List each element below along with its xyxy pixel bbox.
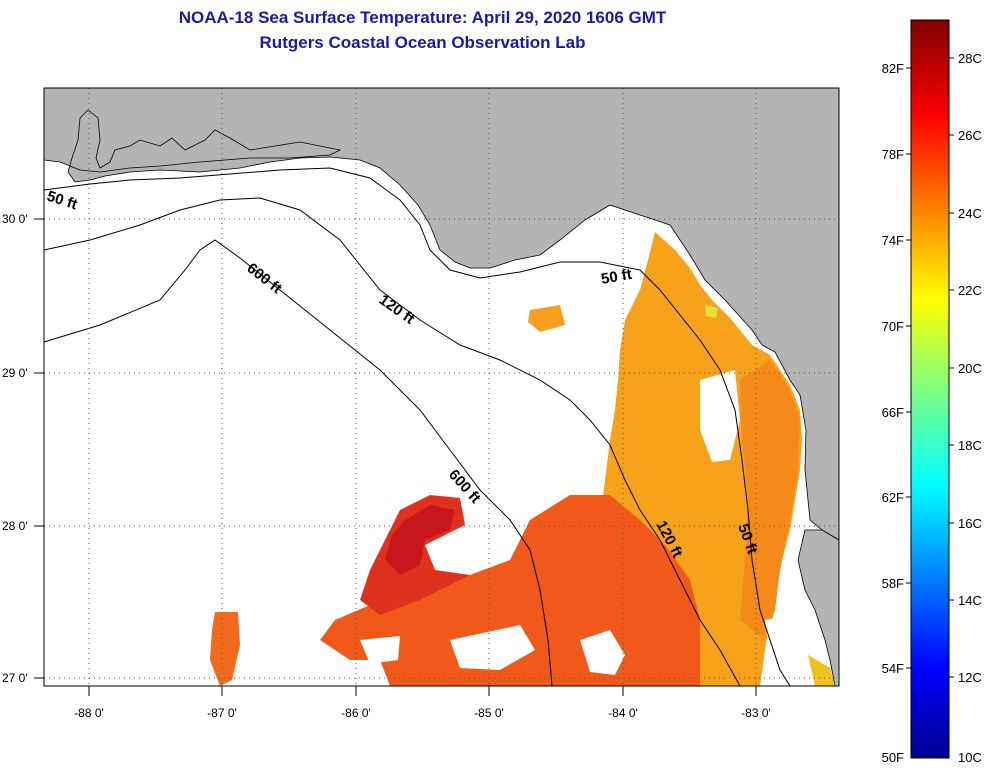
colorbar-label-f: 74F [882, 233, 904, 248]
cloud-gap-4 [360, 636, 400, 664]
isobath-lines [44, 167, 791, 686]
colorbar-label-f: 66F [882, 405, 904, 420]
colorbar-label-f: 58F [882, 576, 904, 591]
y-tick-label: 28 0' [2, 519, 28, 533]
axis-ticks [34, 218, 757, 696]
colorbar-label-f: 62F [882, 490, 904, 505]
isobath-600ft [44, 239, 553, 686]
colorbar [910, 19, 950, 759]
sst-patch-small-orange [528, 305, 565, 332]
colorbar-ticks [906, 57, 954, 678]
colorbar-label-c: 14C [958, 593, 982, 608]
land-mass [44, 88, 839, 541]
x-tick-label: -83 0' [741, 706, 771, 720]
sst-patch-yellow [705, 305, 718, 318]
cloud-gap-1 [700, 370, 740, 462]
colorbar-label-f: 50F [882, 750, 904, 765]
y-tick-label: 27 0' [2, 671, 28, 685]
cloud-gap-2 [580, 630, 625, 675]
colorbar-label-c: 22C [958, 283, 982, 298]
map-area: 50 ft 600 ft 120 ft 50 ft 600 ft 120 ft … [44, 88, 839, 686]
x-tick-label: -85 0' [474, 706, 504, 720]
colorbar-label-f: 78F [882, 147, 904, 162]
sst-patch-coastal-warm [740, 360, 800, 640]
colorbar-label-c: 20C [958, 361, 982, 376]
colorbar-label-c: 26C [958, 128, 982, 143]
colorbar-label-c: 18C [958, 438, 982, 453]
x-tick-label: -86 0' [341, 706, 371, 720]
florida-keys-land [797, 529, 839, 686]
cloud-gap-3 [450, 625, 535, 670]
colorbar-label-c: 28C [958, 51, 982, 66]
colorbar-label-c: 10C [958, 750, 982, 765]
sst-patch-southwest [210, 612, 240, 686]
x-tick-label: -87 0' [207, 706, 237, 720]
isobath-50ft-north [44, 167, 791, 686]
sst-data-layer [210, 232, 835, 686]
colorbar-label-c: 12C [958, 670, 982, 685]
isobath-120ft [44, 197, 741, 686]
map-frame [43, 87, 840, 687]
y-tick-label: 30 0' [2, 212, 28, 226]
x-tick-label: -88 0' [74, 706, 104, 720]
map-subtitle: Rutgers Coastal Ocean Observation Lab [259, 33, 586, 52]
colorbar-label-f: 54F [882, 661, 904, 676]
map-title: NOAA-18 Sea Surface Temperature: April 2… [178, 8, 667, 27]
isobath-label: 50 ft [600, 266, 633, 288]
x-tick-label: -84 0' [608, 706, 638, 720]
colorbar-label-f: 70F [882, 319, 904, 334]
y-tick-label: 29 0' [2, 366, 28, 380]
sst-patch-deep-red [385, 505, 455, 575]
colorbar-label-f: 82F [882, 61, 904, 76]
colorbar-label-c: 24C [958, 206, 982, 221]
colorbar-label-c: 16C [958, 516, 982, 531]
